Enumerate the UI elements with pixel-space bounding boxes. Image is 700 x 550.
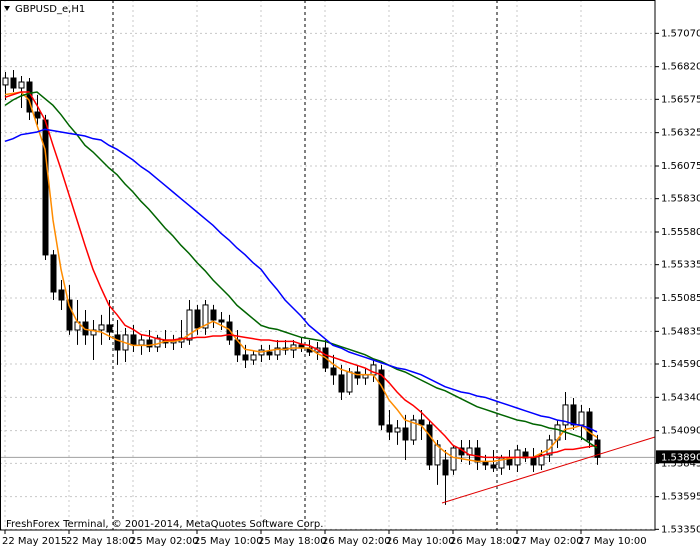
y-tick-label: 1.55085 bbox=[661, 293, 700, 304]
candle-body bbox=[474, 447, 481, 463]
candle-body bbox=[266, 351, 273, 356]
candle-body bbox=[442, 459, 449, 476]
candle-body bbox=[106, 324, 113, 333]
current-price-box bbox=[656, 450, 700, 464]
y-tick-label: 1.54835 bbox=[661, 326, 700, 337]
axes: 1.57070 1.56820 1.56575 1.56325 1.56075 1.558… bbox=[2, 28, 700, 547]
menu-arrow[interactable] bbox=[4, 6, 10, 11]
x-tick-label: 25 May 18:00 bbox=[258, 536, 327, 547]
candle-body bbox=[578, 411, 585, 426]
y-tick-label: 1.56820 bbox=[661, 62, 700, 73]
current-price-label: 1.53890 bbox=[661, 452, 700, 463]
candle-body bbox=[346, 371, 353, 393]
plot-frame bbox=[0, 0, 656, 531]
y-tick-label: 1.54090 bbox=[661, 426, 700, 437]
x-tick-label: 26 May 18:00 bbox=[450, 536, 519, 547]
indicator-line bbox=[4, 128, 598, 433]
indicator-line bbox=[4, 91, 598, 449]
candle-body bbox=[410, 419, 417, 441]
candle-body bbox=[98, 324, 105, 331]
x-tick-label: 27 May 10:00 bbox=[578, 536, 647, 547]
y-tick-label: 1.53845 bbox=[661, 458, 700, 469]
y-tick-label: 1.55580 bbox=[661, 227, 700, 238]
candle-body bbox=[18, 81, 25, 89]
grid bbox=[0, 0, 655, 530]
x-tick-label: 22 May 2015 bbox=[2, 536, 67, 547]
candle-body bbox=[130, 334, 137, 346]
candle-body bbox=[242, 354, 249, 361]
y-tick-label: 1.53350 bbox=[661, 524, 700, 535]
indicator-line bbox=[4, 91, 598, 463]
candle-body bbox=[586, 411, 593, 441]
candle-body bbox=[82, 321, 89, 336]
candle-body bbox=[114, 334, 121, 351]
candle-body bbox=[66, 299, 73, 331]
x-tick-label: 22 May 18:00 bbox=[66, 536, 135, 547]
candle-body bbox=[546, 439, 553, 456]
candle-body bbox=[482, 461, 489, 466]
y-tick-label: 1.55830 bbox=[661, 194, 700, 205]
candle-body bbox=[250, 354, 257, 361]
candle-body bbox=[202, 304, 209, 329]
candle-body bbox=[146, 339, 153, 348]
candle-body bbox=[426, 424, 433, 466]
x-tick-label: 25 May 02:00 bbox=[130, 536, 199, 547]
candle-body bbox=[394, 427, 401, 433]
candle-body bbox=[330, 367, 337, 376]
candle-body bbox=[490, 464, 497, 469]
candle-body bbox=[138, 339, 145, 346]
candle-body bbox=[194, 309, 201, 329]
candle-body bbox=[530, 457, 537, 466]
candle-body bbox=[274, 347, 281, 356]
y-tick-label: 1.55335 bbox=[661, 260, 700, 271]
y-tick-label: 1.53595 bbox=[661, 492, 700, 503]
candle-body bbox=[450, 447, 457, 471]
x-tick-label: 26 May 02:00 bbox=[322, 536, 391, 547]
y-tick-label: 1.57070 bbox=[661, 28, 700, 39]
candle-body bbox=[10, 77, 17, 89]
candle-body bbox=[378, 369, 385, 426]
indicator-line bbox=[4, 91, 598, 459]
candle-body bbox=[386, 424, 393, 433]
candle-body bbox=[570, 404, 577, 426]
candle-body bbox=[42, 119, 49, 256]
candle-body bbox=[210, 309, 217, 321]
candle-body bbox=[338, 374, 345, 393]
chart-title: GBPUSD_e,H1 bbox=[15, 4, 85, 15]
y-tick-label: 1.56575 bbox=[661, 94, 700, 105]
y-tick-label: 1.54340 bbox=[661, 392, 700, 403]
candle-body bbox=[58, 289, 65, 301]
candle-body bbox=[218, 319, 225, 323]
candle-body bbox=[186, 309, 193, 341]
y-tick-label: 1.56075 bbox=[661, 161, 700, 172]
x-tick-label: 25 May 10:00 bbox=[194, 536, 263, 547]
candle-body bbox=[2, 77, 9, 86]
y-tick-label: 1.54590 bbox=[661, 359, 700, 370]
candle-body bbox=[538, 454, 545, 466]
trend-line bbox=[441, 436, 656, 504]
plot bbox=[2, 70, 601, 505]
candle-body bbox=[562, 404, 569, 426]
y-tick-label: 1.56325 bbox=[661, 128, 700, 139]
candle-body bbox=[34, 111, 41, 119]
x-tick-label: 26 May 10:00 bbox=[386, 536, 455, 547]
x-tick-label: 27 May 02:00 bbox=[514, 536, 583, 547]
footer: FreshForex Terminal, © 2001-2014, MetaQu… bbox=[6, 519, 323, 530]
candle-body bbox=[402, 427, 409, 441]
candle-body bbox=[50, 254, 57, 293]
candle-body bbox=[594, 439, 601, 458]
